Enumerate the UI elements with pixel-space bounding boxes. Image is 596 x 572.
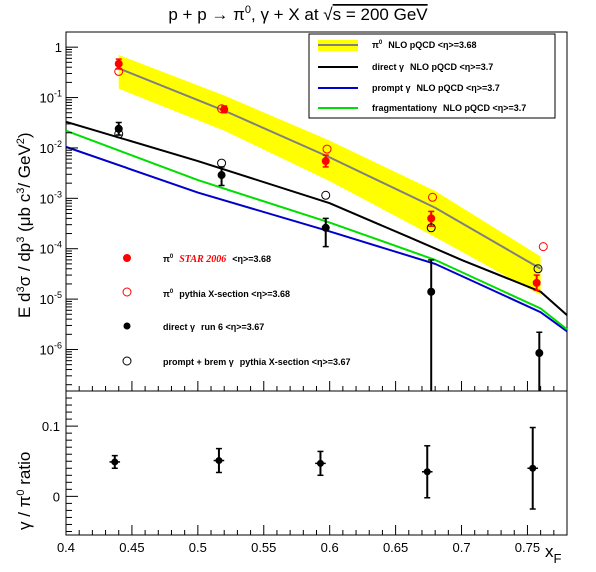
fragmentation-gamma-nlo-line	[65, 129, 568, 331]
x-tick-label: 0.7	[452, 540, 470, 555]
ratio-points-group	[109, 426, 538, 510]
x-tick-label: 0.55	[251, 540, 276, 555]
star-pi0-point	[427, 214, 436, 223]
upper-y-tick-label: 10-5	[40, 290, 62, 307]
pi0-nlo-band-group	[118, 54, 541, 296]
legend-direct-nlo: direct γ NLO pQCD <η>=3.7	[372, 62, 493, 72]
legend-theory: π0 NLO pQCD <η>=3.68 direct γ NLO pQCD <η>…	[308, 33, 556, 119]
lower-y-axis: 00.1	[42, 390, 78, 532]
upper-y-tick-label: 10-3	[40, 189, 62, 206]
ratio-point	[111, 458, 119, 466]
theory-lines-group	[65, 67, 568, 333]
legend-pythia-pi0-marker	[122, 287, 132, 297]
pythia-pi0-point	[538, 242, 548, 252]
prompt-gamma-nlo-line	[65, 145, 568, 333]
star-pi0-point	[532, 278, 541, 287]
chart-title: p + p → π0, γ + X at √s = 200 GeV	[168, 4, 428, 24]
legend-data: π0 STAR 2006 <η>=3.68 π0 pythia X-section <…	[122, 254, 351, 367]
lower-panel: 00.1 0.4 0.45 0.5 0.55 0.6 0.65 0.7 0.75 γ / π0…	[15, 390, 568, 555]
legend-prompt-nlo: prompt γ NLO pQCD <η>=3.7	[372, 83, 500, 93]
legend-star-marker	[123, 254, 131, 262]
legend-star-2006: π0 STAR 2006 <η>=3.68	[163, 254, 271, 265]
legend-pythia-pi0: π0 pythia X-section <η>=3.68	[163, 289, 290, 299]
prompt-brem-point	[321, 190, 331, 200]
upper-y-axis-label: E d3σ / dp3 (μb c3/ GeV2)	[15, 132, 34, 318]
ratio-point	[529, 464, 537, 472]
x-tick-label: 0.4	[57, 540, 75, 555]
ratio-point	[423, 468, 431, 476]
direct-gamma-point	[535, 349, 544, 358]
x-tick-label: 0.5	[189, 540, 207, 555]
prompt-brem-point	[114, 129, 124, 139]
lower-y-axis-label: γ / π0 ratio	[15, 452, 34, 530]
x-tick-label: 0.6	[321, 540, 339, 555]
legend-direct-run6: direct γ run 6 <η>=3.67	[163, 322, 264, 332]
x-tick-label: 0.65	[383, 540, 408, 555]
legend-fragmentation-nlo: fragmentationγ NLO pQCD <η>=3.7	[372, 103, 526, 113]
direct-gamma-point	[427, 287, 436, 296]
legend-pi0-nlo: π0 NLO pQCD <η>=3.68	[372, 40, 477, 50]
prompt-brem-point	[533, 264, 543, 274]
upper-panel: 10-6 10-5 10-4 10-3 10-2 10-1 1 π0 NLO pQCD <η>…	[15, 31, 568, 392]
legend-direct-run6-marker	[123, 322, 131, 330]
upper-y-tick-label: 1	[55, 40, 62, 55]
upper-y-tick-label: 10-1	[40, 89, 62, 106]
legend-prompt-brem-marker	[122, 356, 132, 366]
prompt-brem-point	[426, 223, 436, 233]
star-pi0-point	[114, 59, 123, 68]
pi0-nlo-line	[118, 67, 542, 270]
pi0-nlo-band	[118, 54, 541, 296]
x-tick-label: 0.75	[515, 540, 540, 555]
pythia-pi0-point	[217, 104, 227, 114]
pythia-pi0-point	[322, 144, 332, 154]
x-tick-label: 0.45	[119, 540, 144, 555]
lower-y-tick-label: 0	[53, 489, 60, 504]
ratio-point	[316, 459, 324, 467]
lower-y-tick-label: 0.1	[42, 419, 60, 434]
upper-y-axis: 10-6 10-5 10-4 10-3 10-2 10-1 1	[40, 40, 78, 386]
direct-gamma-point	[217, 171, 226, 180]
upper-y-tick-label: 10-6	[40, 340, 62, 357]
prompt-brem-point	[217, 158, 227, 168]
ratio-point	[215, 457, 223, 465]
star-pi0-point	[321, 157, 330, 166]
data-points-group	[114, 58, 548, 391]
upper-y-tick-label: 10-4	[40, 240, 62, 257]
direct-gamma-point	[321, 223, 330, 232]
upper-x-ticks	[65, 381, 568, 391]
legend-prompt-brem: prompt + brem γ pythia X-section <η>=3.67	[163, 357, 351, 367]
upper-y-tick-label: 10-2	[40, 139, 62, 156]
pythia-pi0-point	[114, 66, 124, 76]
x-axis-label: xF	[545, 542, 562, 566]
x-axis: 0.4 0.45 0.5 0.55 0.6 0.65 0.7 0.75	[57, 525, 568, 555]
pythia-pi0-point	[428, 192, 438, 202]
direct-gamma-nlo-line	[65, 120, 568, 316]
